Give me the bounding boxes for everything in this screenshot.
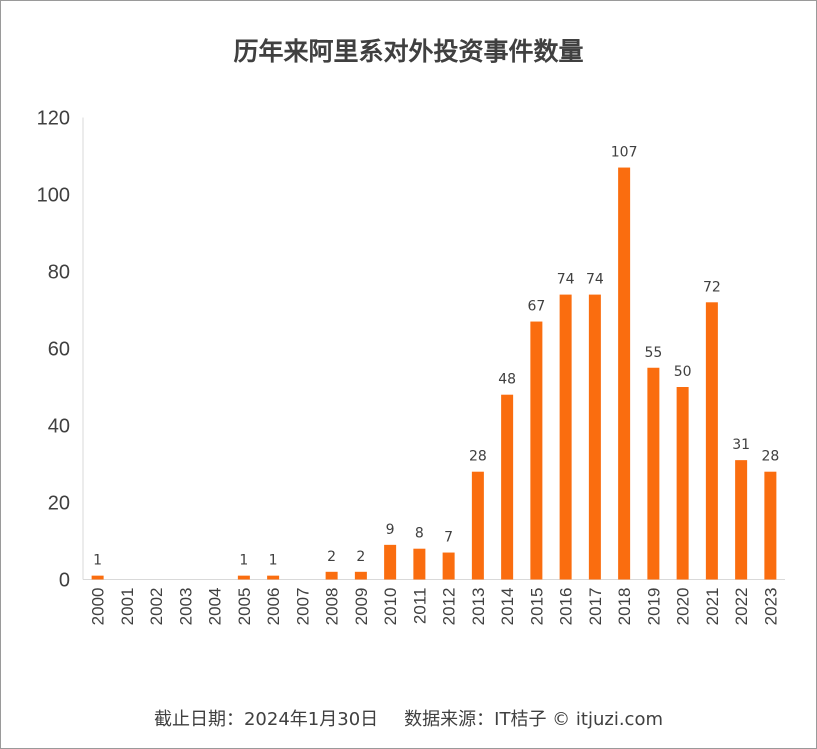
data-label-2021: 72 bbox=[703, 279, 721, 295]
x-tick-label: 2023 bbox=[761, 588, 780, 626]
x-tick-label: 2011 bbox=[410, 588, 429, 625]
data-label-2022: 31 bbox=[732, 437, 750, 453]
x-tick-label: 2017 bbox=[586, 588, 605, 626]
y-tick-label: 80 bbox=[48, 262, 70, 284]
bar-2019 bbox=[647, 367, 660, 580]
data-label-2012: 7 bbox=[444, 530, 453, 546]
data-label-2020: 50 bbox=[674, 364, 692, 380]
data-label-2000: 1 bbox=[93, 553, 102, 569]
x-tick-label: 2007 bbox=[293, 588, 312, 626]
bar-2008 bbox=[325, 571, 338, 580]
x-tick-label: 2002 bbox=[147, 588, 166, 626]
data-label-2023: 28 bbox=[761, 449, 779, 465]
y-tick-label: 100 bbox=[37, 185, 70, 207]
bar-2022 bbox=[735, 460, 748, 580]
x-tick-label: 2005 bbox=[235, 588, 254, 626]
data-label-2015: 67 bbox=[527, 299, 545, 315]
chart-footer: 截止日期：2024年1月30日 数据来源：IT桔子 © itjuzi.com bbox=[0, 705, 817, 731]
x-tick-label: 2016 bbox=[557, 588, 576, 626]
footer-source: 数据来源：IT桔子 © itjuzi.com bbox=[404, 709, 663, 730]
bar-2012 bbox=[442, 552, 455, 580]
data-labels: 1 1 1 2 2 9 8 7 28 48 67 74 74 107 55 50 72 31 28 bbox=[93, 145, 779, 569]
y-tick-label: 20 bbox=[48, 493, 70, 515]
data-label-2005: 1 bbox=[239, 553, 248, 569]
bar-2017 bbox=[588, 294, 601, 580]
bar-2014 bbox=[501, 394, 514, 580]
x-tick-label: 2021 bbox=[703, 588, 722, 626]
bar-2013 bbox=[471, 471, 484, 580]
x-tick-label: 2018 bbox=[615, 588, 634, 626]
bar-2011 bbox=[413, 548, 426, 580]
y-axis: 0 20 40 60 80 100 120 bbox=[37, 108, 84, 592]
x-tick-label: 2004 bbox=[206, 588, 225, 626]
bar-2009 bbox=[354, 571, 367, 580]
bar-2015 bbox=[530, 321, 543, 580]
x-tick-label: 2008 bbox=[323, 588, 342, 626]
data-label-2014: 48 bbox=[498, 372, 516, 388]
x-tick-label: 2022 bbox=[732, 588, 751, 626]
y-tick-label: 0 bbox=[59, 570, 70, 592]
x-tick-label: 2003 bbox=[176, 588, 195, 626]
x-tick-label: 2014 bbox=[498, 588, 517, 626]
x-tick-label: 2010 bbox=[381, 588, 400, 626]
x-tick-label: 2006 bbox=[264, 588, 283, 626]
bar-2016 bbox=[559, 294, 572, 580]
x-axis: 2000 2001 2002 2003 2004 2005 2006 2007 2008 2009… bbox=[83, 579, 785, 626]
x-tick-label: 2009 bbox=[352, 588, 371, 626]
x-tick-label: 2000 bbox=[89, 588, 108, 626]
bar-2020 bbox=[676, 387, 689, 580]
data-label-2013: 28 bbox=[469, 449, 487, 465]
data-label-2016: 74 bbox=[557, 272, 575, 288]
x-tick-label: 2001 bbox=[118, 588, 137, 626]
bar-2000 bbox=[91, 575, 104, 580]
x-tick-label: 2019 bbox=[644, 588, 663, 626]
x-tick-label: 2020 bbox=[674, 588, 693, 626]
bar-2006 bbox=[267, 575, 280, 580]
x-tick-label: 2015 bbox=[527, 588, 546, 626]
data-label-2009: 2 bbox=[356, 549, 365, 565]
y-tick-label: 60 bbox=[48, 339, 70, 361]
bar-2018 bbox=[618, 167, 631, 580]
data-label-2006: 1 bbox=[269, 553, 278, 569]
y-tick-label: 40 bbox=[48, 416, 70, 438]
x-tick-label: 2013 bbox=[469, 588, 488, 626]
x-tick-label: 2012 bbox=[440, 588, 459, 626]
chart-title: 历年来阿里系对外投资事件数量 bbox=[233, 37, 584, 66]
bar-2021 bbox=[705, 302, 718, 580]
y-tick-label: 120 bbox=[37, 108, 70, 130]
data-label-2017: 74 bbox=[586, 272, 604, 288]
bars bbox=[91, 167, 777, 580]
data-label-2019: 55 bbox=[644, 345, 662, 361]
footer-date: 截止日期：2024年1月30日 bbox=[153, 709, 379, 730]
data-label-2018: 107 bbox=[611, 145, 638, 161]
bar-2005 bbox=[237, 575, 250, 580]
data-label-2010: 9 bbox=[386, 522, 395, 538]
data-label-2008: 2 bbox=[327, 549, 336, 565]
data-label-2011: 8 bbox=[415, 526, 424, 542]
bar-2010 bbox=[384, 544, 397, 580]
bar-2023 bbox=[764, 471, 777, 580]
